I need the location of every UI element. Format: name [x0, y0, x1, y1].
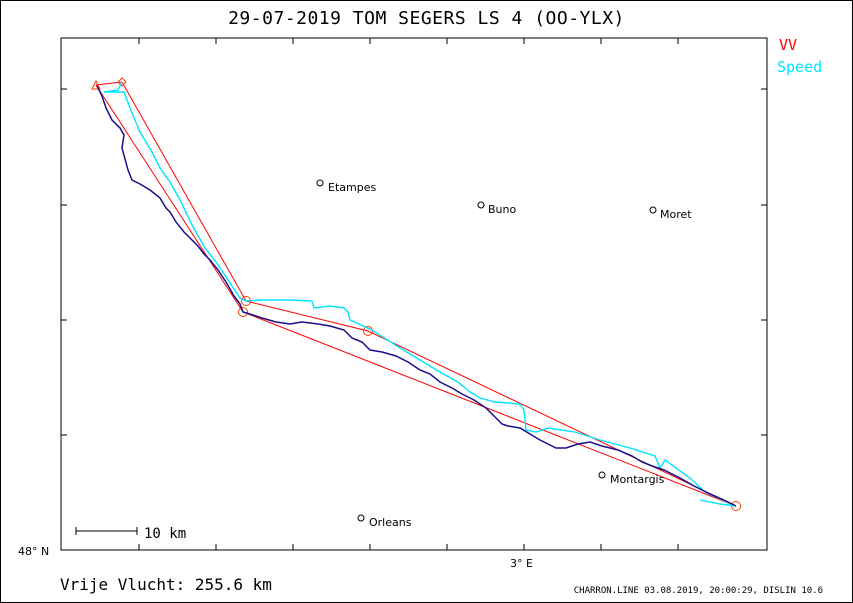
town-etampes: Etampes: [316, 179, 376, 194]
town-marker: [649, 206, 657, 214]
town-buno: Buno: [477, 201, 516, 216]
left-ticks: [61, 88, 67, 551]
town-label: Montargis: [610, 473, 665, 486]
turnpoint-marker: [238, 307, 248, 317]
bottom-ticks: [138, 544, 679, 550]
town-label: Orleans: [369, 516, 412, 529]
finish-marker: [117, 77, 127, 87]
map-title: 29-07-2019 TOM SEGERS LS 4 (OO-YLX): [228, 8, 625, 29]
town-montargis: Montargis: [598, 471, 665, 486]
town-label: Buno: [488, 203, 516, 216]
free-flight-distance: Vrije Vlucht: 255.6 km: [60, 575, 272, 594]
start-marker: [91, 79, 101, 90]
scale-bar: 10 km: [75, 526, 186, 542]
town-label: Etampes: [328, 181, 376, 194]
legend-vv: VV: [779, 36, 798, 54]
town-marker: [357, 514, 365, 522]
plot-border: [60, 37, 768, 551]
flight-track: [96, 85, 737, 507]
top-ticks: [138, 38, 679, 44]
town-label: Moret: [660, 208, 692, 221]
town-marker: [477, 201, 485, 209]
lat-label: 48° N: [18, 545, 49, 558]
town-marker: [316, 179, 324, 187]
legend-speed: Speed: [777, 58, 823, 76]
town-orleans: Orleans: [357, 514, 412, 529]
turnpoint-markers: [91, 77, 741, 511]
lon-label: 3° E: [510, 557, 533, 570]
town-moret: Moret: [649, 206, 692, 221]
right-ticks: [761, 88, 767, 436]
vv-triangle: [95, 81, 737, 507]
footer-info: CHARRON.LINE 03.08.2019, 20:00:29, DISLI…: [573, 586, 823, 596]
scale-label: 10 km: [144, 526, 186, 542]
speed-track: [103, 81, 737, 507]
town-marker: [598, 471, 606, 479]
